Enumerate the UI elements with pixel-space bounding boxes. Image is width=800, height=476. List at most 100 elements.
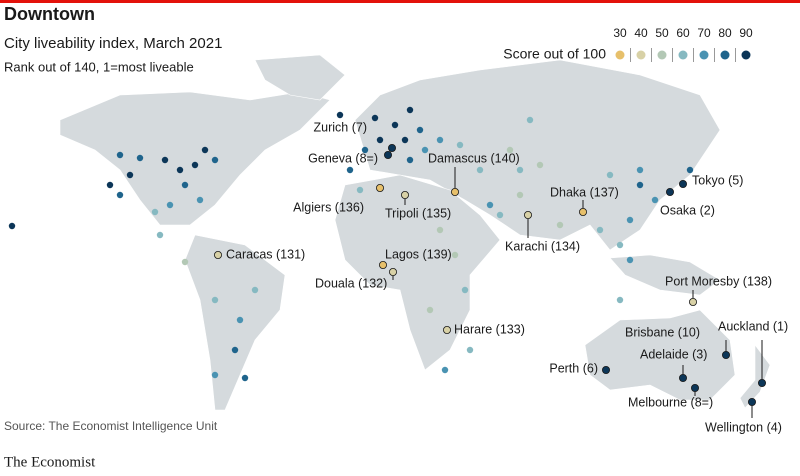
legend-swatch (636, 50, 646, 60)
city-label: Karachi (134) (505, 239, 580, 253)
city-label: Port Moresby (138) (665, 274, 772, 288)
city-dot (371, 114, 379, 122)
city-dot (689, 297, 698, 306)
city-dot (136, 154, 144, 162)
city-dot (476, 166, 484, 174)
city-dot (436, 226, 444, 234)
top-rule (0, 0, 800, 3)
city-dot (450, 187, 459, 196)
city-dot (596, 226, 604, 234)
legend-swatch (741, 50, 751, 60)
city-dot (126, 171, 134, 179)
city-dot (466, 346, 474, 354)
city-dot (748, 397, 757, 406)
city-dot (388, 267, 397, 276)
city-dot (606, 171, 614, 179)
source: Source: The Economist Intelligence Unit (4, 419, 218, 433)
city-dot (211, 296, 219, 304)
city-dot (626, 256, 634, 264)
city-label: Geneva (8=) (308, 151, 378, 165)
city-dot (536, 161, 544, 169)
note: Rank out of 140, 1=most liveable (4, 59, 194, 74)
city-dot (686, 166, 694, 174)
city-dot (106, 181, 114, 189)
city-label: Adelaide (3) (640, 347, 707, 361)
city-dot (758, 378, 767, 387)
legend-label: 70 (697, 26, 711, 40)
subtitle: City liveability index, March 2021 (4, 35, 222, 52)
city-label: Melbourne (8=) (628, 395, 713, 409)
city-dot (336, 111, 344, 119)
city-dot (602, 365, 611, 374)
city-dot (691, 383, 700, 392)
legend-swatch (657, 50, 667, 60)
title: Downtown (4, 4, 95, 24)
city-dot (442, 325, 451, 334)
city-dot (191, 161, 199, 169)
continents (59, 54, 771, 411)
city-dot (441, 366, 449, 374)
city-dot (401, 136, 409, 144)
city-dot (378, 260, 387, 269)
city-dot (679, 179, 688, 188)
city-dot (251, 286, 259, 294)
city-dot (8, 222, 16, 230)
city-dot (387, 143, 396, 152)
city-label: Dhaka (137) (550, 185, 619, 199)
city-dot (486, 201, 494, 209)
city-label: Algiers (136) (293, 200, 364, 214)
city-dot (356, 186, 364, 194)
city-dot (181, 258, 189, 266)
legend-label: 40 (634, 26, 648, 40)
city-dot (722, 350, 731, 359)
city-label: Auckland (1) (718, 319, 788, 333)
city-dot (166, 201, 174, 209)
legend-label: 90 (739, 26, 753, 40)
city-dot (375, 183, 384, 192)
legend-label: 80 (718, 26, 732, 40)
city-dot (201, 146, 209, 154)
city-dot (456, 141, 464, 149)
city-dot (516, 191, 524, 199)
city-label: Lagos (139) (385, 247, 452, 261)
city-dot (636, 166, 644, 174)
legend-swatch (678, 50, 688, 60)
city-dot (213, 250, 222, 259)
legend-label: 30 (613, 26, 627, 40)
city-dot (376, 136, 384, 144)
city-dot (361, 146, 369, 154)
city-label: Damascus (140) (428, 151, 520, 165)
city-label: Osaka (2) (660, 203, 715, 217)
city-dot (636, 181, 644, 189)
city-dot (400, 190, 409, 199)
city-label: Douala (132) (315, 276, 387, 290)
city-dot (421, 146, 429, 154)
brand: The Economist (4, 454, 96, 470)
legend-swatch (699, 50, 709, 60)
city-label: Perth (6) (549, 361, 598, 375)
city-dot (436, 136, 444, 144)
city-dot (616, 241, 624, 249)
legend-title: Score out of 100 (503, 46, 606, 62)
city-dot (556, 221, 564, 229)
legend-swatch (615, 50, 625, 60)
city-dot (176, 166, 184, 174)
city-dot (383, 150, 392, 159)
city-dot (651, 196, 659, 204)
city-dot (616, 296, 624, 304)
city-label: Tokyo (5) (692, 173, 743, 187)
city-dot (236, 316, 244, 324)
city-label: Tripoli (135) (385, 206, 451, 220)
legend-label: 50 (655, 26, 669, 40)
city-dot (116, 151, 124, 159)
city-dot (516, 166, 524, 174)
city-dot (406, 106, 414, 114)
city-label: Brisbane (10) (625, 325, 700, 339)
city-dot (181, 181, 189, 189)
city-dot (231, 346, 239, 354)
city-dot (666, 187, 675, 196)
city-dot (211, 371, 219, 379)
city-dot (211, 156, 219, 164)
city-dot (579, 207, 588, 216)
